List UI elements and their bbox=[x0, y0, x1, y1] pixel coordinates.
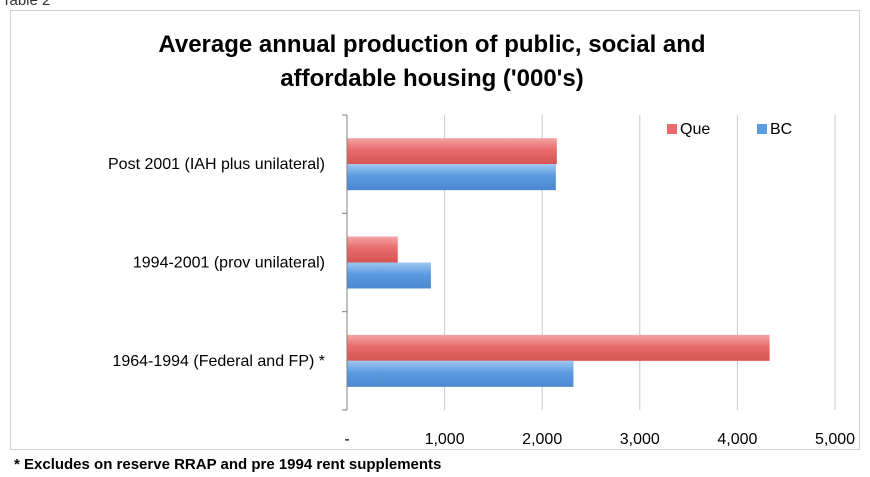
legend-swatch-bc bbox=[757, 124, 767, 134]
x-tick-label-3: 3,000 bbox=[620, 431, 660, 448]
bar-bc-2 bbox=[347, 360, 574, 387]
axes bbox=[342, 114, 348, 411]
x-tick-label-4: 4,000 bbox=[717, 431, 757, 448]
bar-que-1 bbox=[347, 236, 398, 263]
x-tick-label-2: 2,000 bbox=[522, 431, 562, 448]
bars bbox=[347, 138, 770, 387]
legend: Que BC bbox=[667, 121, 792, 138]
x-tick-label-1: 1,000 bbox=[425, 431, 465, 448]
category-label-1: 1994-2001 (prov unilateral) bbox=[133, 255, 325, 272]
bar-que-0 bbox=[347, 138, 557, 165]
legend-swatch-que bbox=[667, 124, 677, 134]
chart-title-line-2: affordable housing ('000's) bbox=[280, 65, 583, 92]
bar-que-2 bbox=[347, 334, 770, 361]
footnote: * Excludes on reserve RRAP and pre 1994 … bbox=[14, 456, 442, 473]
labels: Post 2001 (IAH plus unilateral) 1994-2001… bbox=[108, 156, 855, 448]
bar-bc-1 bbox=[347, 262, 431, 289]
table-caption: Table 2 bbox=[2, 0, 51, 9]
legend-label-bc: BC bbox=[770, 121, 792, 138]
category-label-2: 1964-1994 (Federal and FP) * bbox=[112, 353, 325, 370]
category-label-0: Post 2001 (IAH plus unilateral) bbox=[108, 156, 325, 173]
legend-label-que: Que bbox=[680, 121, 710, 138]
x-tick-label-0: - bbox=[344, 431, 349, 448]
x-tick-label-5: 5,000 bbox=[815, 431, 855, 448]
bar-bc-0 bbox=[347, 164, 556, 191]
chart-title-line-1: Average annual production of public, soc… bbox=[158, 31, 705, 58]
